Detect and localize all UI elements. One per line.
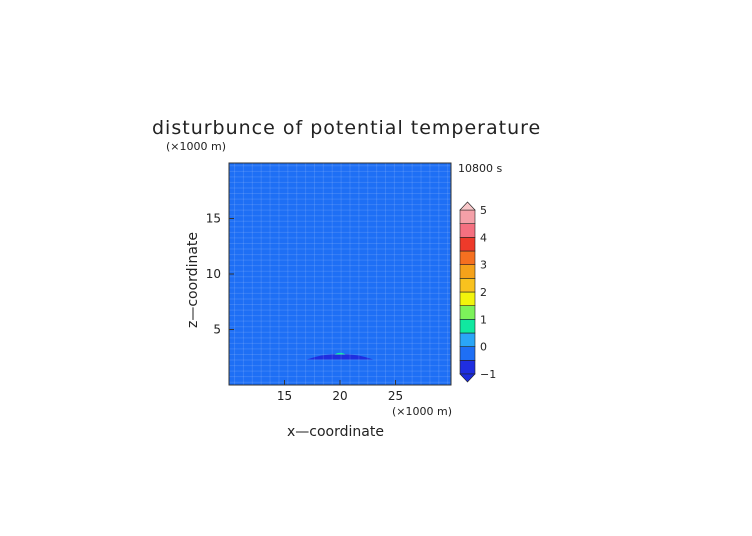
colorbar-tick-label: 5: [480, 204, 487, 217]
contour-band-1: [229, 332, 451, 340]
colorbar-swatch: [459, 346, 476, 361]
y-tick-label: 10: [206, 267, 221, 281]
y-axis-ticks: 5 10 15: [206, 212, 234, 337]
colorbar-swatch: [459, 264, 476, 279]
colorbar-swatch: [459, 360, 476, 375]
colorbar-swatch: [459, 319, 476, 334]
chart-title: disturbunce of potential temperature: [152, 117, 541, 139]
field-layer: [229, 163, 451, 385]
x-axis-ticks: 15 20 25: [277, 380, 403, 403]
contour-band-7: [229, 163, 451, 170]
y-tick-label: 5: [213, 323, 221, 337]
colorbar-swatch: [459, 305, 476, 320]
contour-band-6: [229, 181, 451, 190]
colorbar-swatch: [459, 223, 476, 238]
y-axis-label: z—coordinate: [185, 232, 201, 328]
x-axis-label: x—coordinate: [287, 424, 384, 440]
x-tick-label: 20: [332, 389, 347, 403]
contour-lens-8: [306, 353, 374, 360]
colorbar-under-arrow: [459, 373, 476, 383]
time-label: 10800 s: [458, 162, 502, 175]
contour-lines: [229, 163, 451, 385]
colorbar-swatch: [459, 209, 476, 224]
colorbar-tick-label: 0: [480, 341, 487, 354]
plot-area: [228, 162, 452, 386]
colorbar-tick-label: 1: [480, 313, 487, 326]
x-unit-label: (×1000 m): [392, 405, 452, 418]
colorbar-swatch: [459, 332, 476, 347]
colorbar-swatch: [459, 278, 476, 293]
contour-band-4: [229, 241, 451, 250]
y-tick-label: 15: [206, 212, 221, 226]
colorbar: 5 4 3 2 1 0 −1: [459, 201, 496, 383]
contour-band-5: [229, 216, 451, 225]
colorbar-over-arrow: [459, 201, 476, 211]
x-tick-label: 25: [388, 389, 403, 403]
colorbar-swatch: [459, 291, 476, 306]
y-unit-label: (×1000 m): [166, 140, 226, 153]
colorbar-tick-label: 3: [480, 259, 487, 272]
contour-band-0: [229, 365, 451, 371]
contour-band-3: [229, 270, 451, 279]
colorbar-swatch: [459, 237, 476, 252]
colorbar-tick-label: −1: [480, 368, 496, 381]
contour-band-2: [229, 303, 451, 312]
x-tick-label: 15: [277, 389, 292, 403]
colorbar-swatch: [459, 250, 476, 265]
contour-lens-9: [334, 352, 346, 355]
colorbar-tick-label: 2: [480, 286, 487, 299]
colorbar-tick-label: 4: [480, 231, 487, 244]
